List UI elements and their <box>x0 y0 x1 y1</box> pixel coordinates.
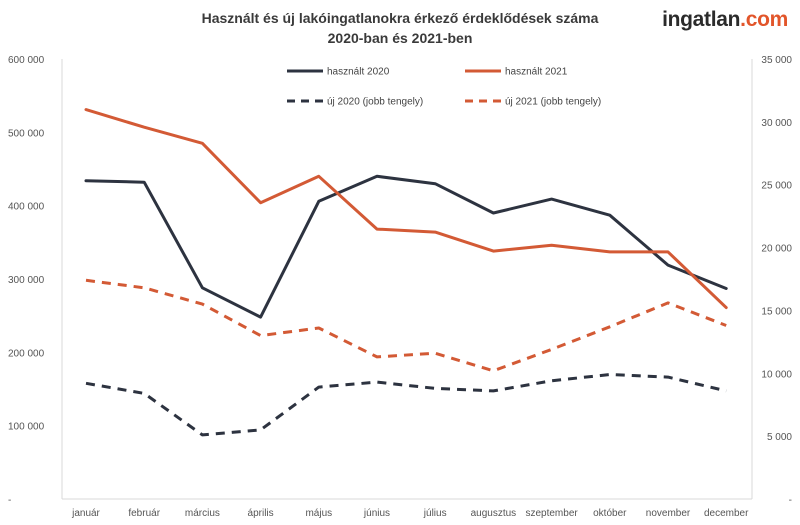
left-tick-label: 600 000 <box>8 55 45 66</box>
right-tick-label: 10 000 <box>761 369 792 380</box>
series-line-4 <box>85 278 727 373</box>
legend-label: új 2021 (jobb tengely) <box>505 97 601 108</box>
right-tick-label: - <box>789 495 792 506</box>
x-tick-label: április <box>248 508 274 519</box>
legend: használt 2020 használt 2021 új 2020 (jobb … <box>287 67 601 108</box>
left-tick-label: 500 000 <box>8 128 45 139</box>
legend-label: használt 2021 <box>505 67 568 78</box>
chart-title: Használt és új lakóingatlanokra érkező é… <box>130 8 670 48</box>
x-tick-label: május <box>305 508 332 519</box>
left-tick-label: 200 000 <box>8 348 45 359</box>
series-line-1 <box>84 174 728 319</box>
right-axis-ticks: - 5 000 10 000 15 000 20 000 25 000 30 000 35 0… <box>761 55 792 506</box>
legend-label: új 2020 (jobb tengely) <box>327 97 423 108</box>
ingatlan-logo[interactable]: ingatlan.com <box>662 8 788 32</box>
left-axis-ticks: - 100 000 200 000 300 000 400 000 500 000 600 … <box>8 55 45 506</box>
x-axis-ticks: január február március április május június jú… <box>71 508 749 519</box>
x-tick-label: február <box>128 508 160 519</box>
chart-title-line1: Használt és új lakóingatlanokra érkező é… <box>201 10 599 26</box>
x-tick-label: augusztus <box>471 508 517 519</box>
legend-label: használt 2020 <box>327 67 390 78</box>
right-tick-label: 15 000 <box>761 306 792 317</box>
axis-lines <box>61 59 753 500</box>
x-tick-label: január <box>71 508 100 519</box>
right-tick-label: 30 000 <box>761 118 792 129</box>
left-tick-label: - <box>8 495 11 506</box>
right-tick-label: 20 000 <box>761 244 792 255</box>
x-tick-label: december <box>704 508 749 519</box>
left-tick-label: 100 000 <box>8 422 45 433</box>
left-tick-label: 300 000 <box>8 275 45 286</box>
x-tick-label: március <box>185 508 220 519</box>
series-line-2 <box>84 108 728 310</box>
x-tick-label: szeptember <box>525 508 578 519</box>
right-tick-label: 5 000 <box>767 432 792 443</box>
right-tick-label: 35 000 <box>761 55 792 66</box>
x-tick-label: július <box>423 508 447 519</box>
logo-part2: .com <box>740 8 788 31</box>
left-tick-label: 400 000 <box>8 202 45 213</box>
series-line-3 <box>85 373 727 437</box>
series-lines <box>84 108 728 437</box>
x-tick-label: október <box>593 508 627 519</box>
right-tick-label: 25 000 <box>761 181 792 192</box>
logo-part1: ingatlan <box>662 8 741 31</box>
x-tick-label: június <box>363 508 390 519</box>
chart-title-line2: 2020-ban és 2021-ben <box>327 30 473 46</box>
x-tick-label: november <box>646 508 691 519</box>
